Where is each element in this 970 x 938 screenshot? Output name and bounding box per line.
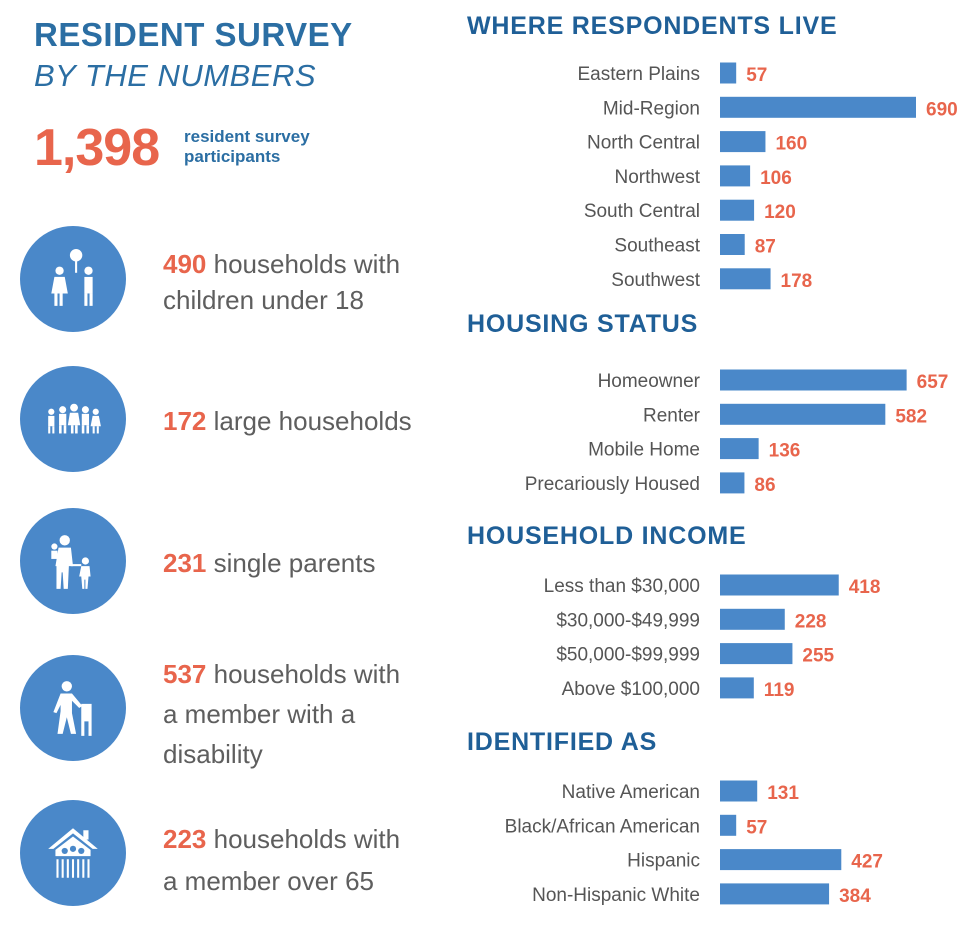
category-label-homeowner: Homeowner [598,371,701,392]
category-label-north-central: North Central [587,133,700,154]
category-label-above-100-000: Above $100,000 [562,679,700,700]
category-label-mobile-home: Mobile Home [588,440,700,461]
stat-number: 231 [163,548,207,578]
participants-label: resident survey participants [184,127,310,166]
bar-mid-region [720,96,916,118]
family-with-children-icon [20,226,126,332]
bar-eastern-plains [720,62,737,84]
bar-homeowner [720,369,907,391]
category-label-black-african-american: Black/African American [505,816,700,837]
stat-number: 223 [163,824,207,854]
stat-text-line: disability [163,739,263,769]
stat-text-line: households with [206,824,401,854]
stat-over-65-text: 223 households with a member over 65 [163,818,453,902]
title-line-2: BY THE NUMBERS [34,58,317,93]
stat-text-line: single parents [206,548,376,578]
summary-panel: RESIDENT SURVEY BY THE NUMBERS 1,398 res… [0,0,460,938]
value-label-non-hispanic-white: 384 [839,886,871,907]
category-label-eastern-plains: Eastern Plains [577,64,700,85]
value-label-northwest: 106 [760,168,792,189]
chart-title-where-respondents-live: WHERE RESPONDENTS LIVE [467,12,838,40]
single-parent-icon [20,508,126,614]
value-label-black-african-american: 57 [746,817,767,838]
value-label-southwest: 178 [781,271,813,292]
bar-native-american [720,780,758,802]
chart-title-identified-as: IDENTIFIED AS [467,728,658,756]
stat-number: 537 [163,659,207,689]
value-label-mobile-home: 136 [769,441,801,462]
bar-hispanic [720,849,842,871]
stat-large-households-text: 172 large households [163,403,453,439]
category-label-southwest: Southwest [611,270,700,291]
stat-text-line: children under 18 [163,285,364,315]
bar-southwest [720,268,771,290]
bar-renter [720,403,886,425]
stat-text-line: a member over 65 [163,866,374,896]
bar-non-hispanic-white [720,883,830,905]
value-label-hispanic: 427 [851,852,883,873]
category-label-native-american: Native American [562,782,700,803]
chart-title-household-income: HOUSEHOLD INCOME [467,522,747,550]
stat-disability-text: 537 households with a member with a disa… [163,654,453,774]
value-label-renter: 582 [895,406,927,427]
bar-50-000-99-999 [720,643,793,665]
bar-north-central [720,131,766,153]
value-label-30-000-49-999: 228 [795,611,827,632]
stat-children-text: 490 households with children under 18 [163,246,453,318]
value-label-50-000-99-999: 255 [802,646,834,667]
category-label-hispanic: Hispanic [627,851,700,872]
stat-text-line: households with [206,659,401,689]
participants-number: 1,398 [34,119,160,177]
value-label-south-central: 120 [764,202,796,223]
person-with-walker-icon [20,655,126,761]
category-label-northwest: Northwest [614,167,700,188]
value-label-mid-region: 690 [926,99,958,120]
title-line-1: RESIDENT SURVEY [34,16,353,53]
category-label-precariously-housed: Precariously Housed [525,474,700,495]
bar-above-100-000 [720,677,754,699]
stat-single-parents-text: 231 single parents [163,545,453,581]
value-label-above-100-000: 119 [764,680,795,701]
bar-less-than-30-000 [720,574,839,596]
category-label-southeast: Southeast [614,236,700,257]
value-label-southeast: 87 [755,237,776,258]
category-label-50-000-99-999: $50,000-$99,999 [556,645,700,666]
value-label-native-american: 131 [767,783,799,804]
stat-text-line: a member with a [163,699,356,729]
value-label-homeowner: 657 [917,372,949,393]
value-label-north-central: 160 [775,134,807,155]
value-label-eastern-plains: 57 [746,65,767,86]
bar-black-african-american [720,814,737,836]
stat-number: 490 [163,249,207,279]
bar-mobile-home [720,438,759,460]
value-label-less-than-30-000: 418 [849,577,881,598]
stat-number: 172 [163,406,207,436]
chart-title-housing-status: HOUSING STATUS [467,310,699,338]
category-label-less-than-30-000: Less than $30,000 [544,576,700,597]
stat-text-line: large households [206,406,412,436]
bar-southeast [720,234,745,255]
stat-text-line: households with [206,249,401,279]
bar-south-central [720,199,755,221]
bar-30-000-49-999 [720,608,785,630]
bar-precariously-housed [720,472,745,494]
category-label-30-000-49-999: $30,000-$49,999 [556,610,700,631]
elder-home-icon [20,800,126,906]
category-label-renter: Renter [643,405,701,426]
bar-northwest [720,165,751,187]
category-label-non-hispanic-white: Non-Hispanic White [532,885,700,906]
category-label-south-central: South Central [584,201,700,222]
bar-charts: Eastern Plains 57 Mid-Region 690 North Centr… [505,62,958,907]
category-label-mid-region: Mid-Region [603,98,700,119]
value-label-precariously-housed: 86 [754,475,775,496]
large-household-icon [20,366,126,472]
